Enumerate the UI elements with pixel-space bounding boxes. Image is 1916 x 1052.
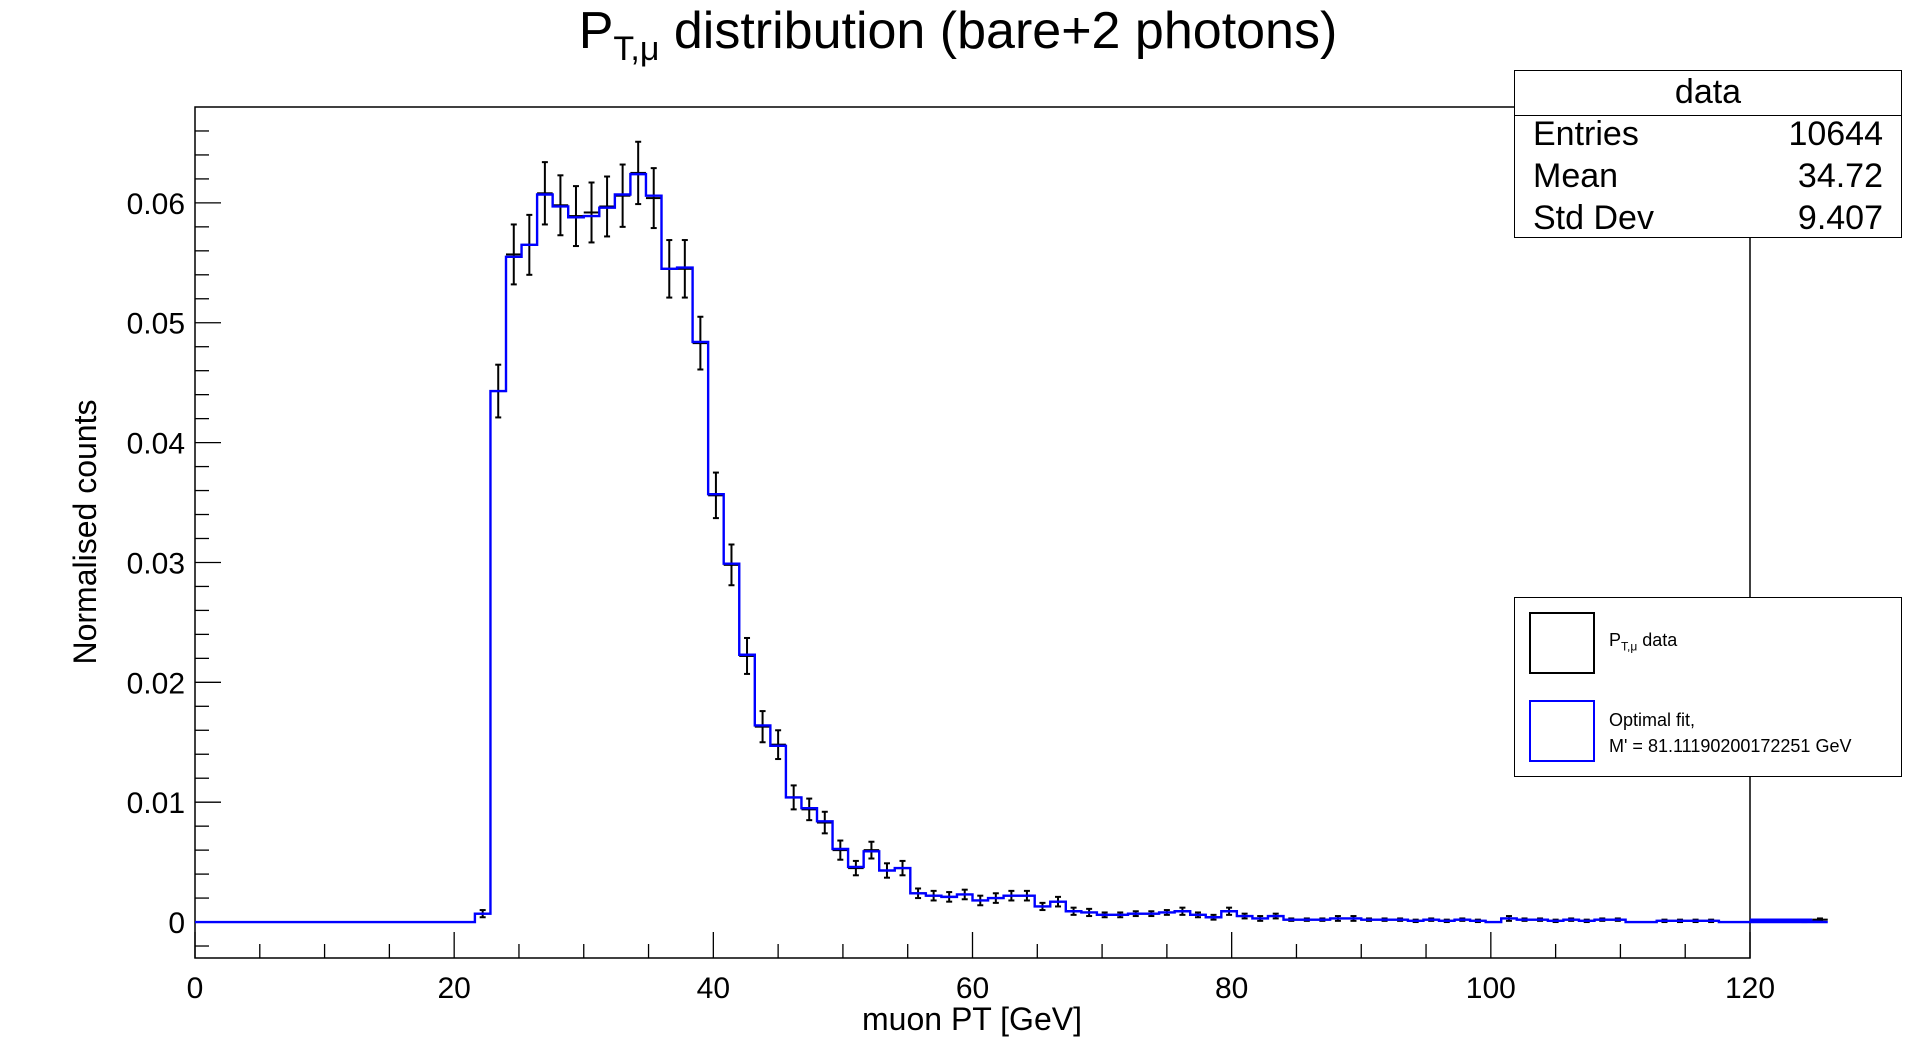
legend-data-rest: data xyxy=(1637,630,1678,650)
stats-divider xyxy=(1515,115,1901,116)
stats-key: Mean xyxy=(1533,157,1619,195)
x-tick-label: 40 xyxy=(697,972,730,1005)
legend-data-sub: T,μ xyxy=(1621,639,1638,654)
y-tick-label: 0.06 xyxy=(127,188,185,221)
y-axis: 0 0.01 0.02 0.03 0.04 0.05 0.06 xyxy=(127,130,221,947)
x-tick-label: 60 xyxy=(956,972,989,1005)
data-point xyxy=(506,223,522,286)
x-axis-label: muon PT [GeV] xyxy=(862,1001,1082,1037)
data-point xyxy=(645,167,662,230)
y-tick-label: 0.01 xyxy=(127,787,185,820)
x-tick-label: 20 xyxy=(437,972,470,1005)
stats-row-std-dev: Std Dev 9.407 xyxy=(1533,199,1883,239)
stats-row-mean: Mean 34.72 xyxy=(1533,157,1883,197)
y-tick-label: 0.05 xyxy=(127,308,185,341)
stats-title: data xyxy=(1674,73,1742,111)
x-tick-label: 0 xyxy=(187,972,204,1005)
stats-value: 10644 xyxy=(1788,115,1883,153)
legend-swatch-fit xyxy=(1529,700,1595,762)
title-sub: T,μ xyxy=(613,30,659,68)
y-tick-label: 0.03 xyxy=(127,547,185,580)
stats-row-entries: Entries 10644 xyxy=(1533,115,1883,155)
legend: PT,μ data Optimal fit, M' = 81.111902001… xyxy=(1514,597,1902,777)
stats-key: Entries xyxy=(1533,115,1639,153)
title-rest: distribution (bare+2 photons) xyxy=(659,2,1337,60)
stats-key: Std Dev xyxy=(1533,199,1654,237)
stats-value: 9.407 xyxy=(1797,199,1883,237)
y-tick-label: 0.04 xyxy=(127,428,185,461)
stats-value: 34.72 xyxy=(1797,157,1883,195)
legend-swatch-data xyxy=(1529,612,1595,674)
data-series xyxy=(195,140,1828,924)
legend-label-data: PT,μ data xyxy=(1609,628,1677,659)
legend-label-fit-line1: Optimal fit, xyxy=(1609,710,1696,730)
title-main: P xyxy=(579,2,614,60)
x-tick-label: 120 xyxy=(1725,972,1775,1005)
legend-label-fit-line2: M' = 81.11190200172251 GeV xyxy=(1609,736,1852,756)
y-tick-label: 0.02 xyxy=(127,667,185,700)
fit-step-line xyxy=(195,172,1828,924)
stats-box: data Entries 10644 Mean 34.72 Std Dev 9.… xyxy=(1514,70,1902,238)
x-tick-label: 100 xyxy=(1466,972,1516,1005)
x-tick-label: 80 xyxy=(1215,972,1248,1005)
legend-data-main: P xyxy=(1609,630,1622,650)
chart-title: PT,μ distribution (bare+2 photons) xyxy=(579,2,1338,68)
x-axis: 0 20 40 60 80 100 120 xyxy=(187,932,1775,1005)
y-axis-label: Normalised counts xyxy=(67,400,103,665)
data-point xyxy=(583,181,600,244)
y-tick-label: 0 xyxy=(168,907,185,940)
